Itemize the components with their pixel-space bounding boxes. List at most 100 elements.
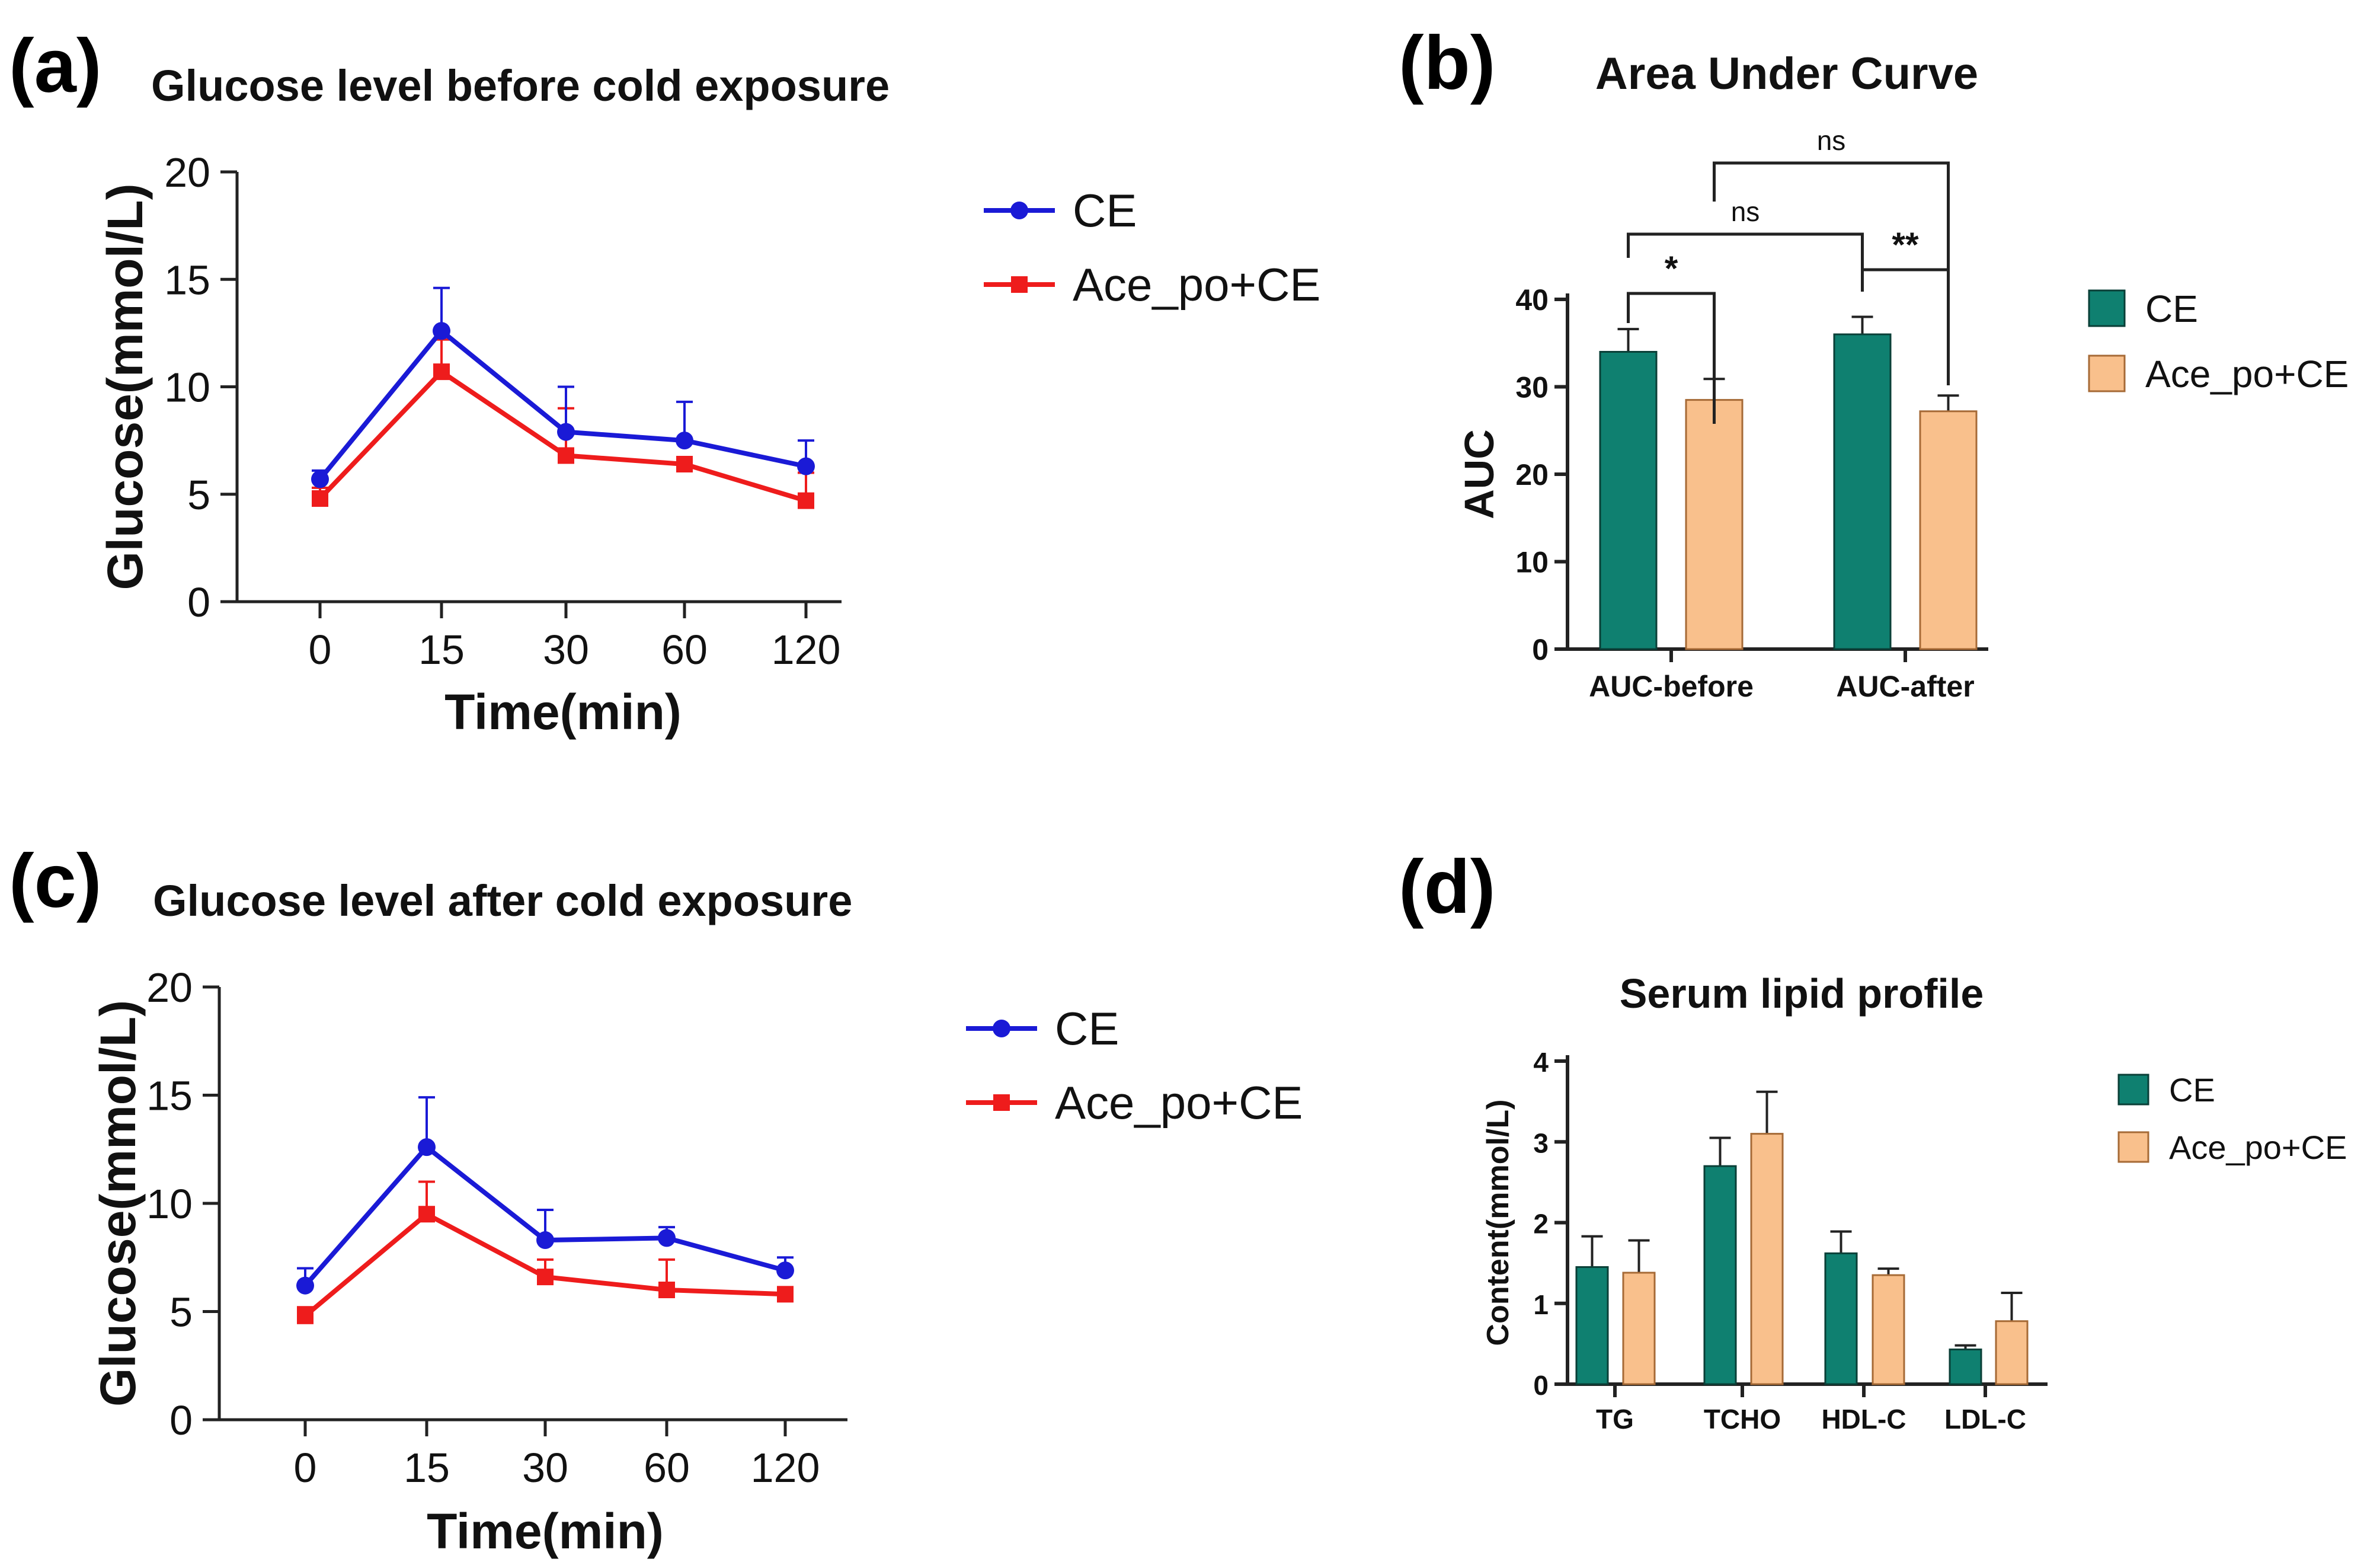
- y-tick-label: 15: [146, 1073, 193, 1119]
- bar-ace-po-ce-ldl-c: [1995, 1320, 2029, 1385]
- y-tick-label: 2: [1533, 1209, 1549, 1240]
- legend-label: CE: [2169, 1071, 2215, 1109]
- y-tick-label: 0: [1532, 633, 1549, 666]
- significance-label: *: [1665, 250, 1678, 288]
- legend-label: Ace_po+CE: [1073, 258, 1320, 311]
- significance-label: ns: [1731, 196, 1760, 227]
- chart-title: Serum lipid profile: [1620, 970, 1984, 1017]
- x-tick-label: LDL-C: [1944, 1404, 2026, 1435]
- data-point: [297, 1307, 314, 1324]
- legend: CE Ace_po+CE: [2117, 1071, 2347, 1166]
- data-point: [312, 490, 328, 507]
- y-tick-label: 5: [187, 472, 210, 518]
- significance-bracket: [1861, 268, 1950, 385]
- bar-ace-po-ce-tg: [1622, 1272, 1656, 1385]
- x-tick-label: HDL-C: [1821, 1404, 1906, 1435]
- x-tick-label: 0: [294, 1445, 317, 1491]
- y-tick-label: 4: [1533, 1047, 1549, 1078]
- data-point: [537, 1269, 554, 1286]
- x-tick-label: TCHO: [1704, 1404, 1781, 1435]
- legend-label: Ace_po+CE: [2169, 1129, 2347, 1166]
- bar-ce-tcho: [1703, 1165, 1737, 1385]
- y-tick-label: 0: [187, 579, 210, 625]
- y-tick-label: 10: [164, 365, 210, 411]
- data-point: [418, 1206, 435, 1223]
- y-tick-label: 10: [146, 1181, 193, 1227]
- panel-c-glucose-after: Glucose level after cold exposure 0 5 10 15 2…: [90, 876, 1303, 1559]
- x-axis-label: Time(min): [427, 1503, 664, 1559]
- data-point: [536, 1231, 554, 1250]
- bar-ce-tg: [1575, 1266, 1609, 1385]
- x-tick-label: AUC-after: [1836, 670, 1974, 703]
- significance-bracket: [1713, 161, 1950, 270]
- legend-swatch: [2088, 354, 2126, 392]
- y-axis-label: Content(mmol/L): [1481, 1100, 1515, 1346]
- significance-label: **: [1892, 226, 1919, 264]
- bar-ace-po-ce-auc-after: [1919, 410, 1978, 650]
- legend-label: Ace_po+CE: [2145, 353, 2349, 395]
- data-point: [658, 1282, 675, 1298]
- bar-ace-po-ce-tcho: [1750, 1133, 1784, 1385]
- panel-label-d: (d): [1399, 845, 1495, 929]
- significance-bracket: [1627, 292, 1716, 424]
- data-point: [797, 457, 815, 475]
- panel-label-a: (a): [9, 24, 101, 108]
- y-tick-label: 30: [1515, 371, 1549, 404]
- data-point: [658, 1229, 676, 1247]
- x-axis-label: Time(min): [444, 684, 682, 740]
- y-axis-label: AUC: [1456, 429, 1502, 519]
- data-point: [777, 1286, 794, 1303]
- data-point: [676, 432, 693, 450]
- y-tick-label: 20: [1515, 458, 1549, 491]
- x-tick-label: 120: [751, 1445, 820, 1491]
- panel-label-c: (c): [9, 839, 101, 924]
- x-tick-label: 15: [404, 1445, 450, 1491]
- bar-ace-po-ce-auc-before: [1685, 399, 1744, 650]
- legend: CE Ace_po+CE: [2088, 288, 2349, 395]
- data-point: [676, 456, 693, 472]
- chart-title: Glucose level after cold exposure: [153, 876, 852, 925]
- legend-marker: [1010, 202, 1028, 219]
- y-tick-label: 1: [1533, 1289, 1549, 1320]
- x-tick-label: 0: [309, 627, 332, 673]
- significance-bracket: [1627, 232, 1864, 274]
- x-tick-label: 60: [661, 627, 708, 673]
- x-tick-label: 30: [522, 1445, 568, 1491]
- y-tick-label: 0: [1533, 1370, 1549, 1401]
- y-axis-label: Glucose(mmol/L): [97, 183, 153, 590]
- panel-label-b: (b): [1399, 21, 1495, 106]
- y-tick-label: 3: [1533, 1127, 1549, 1158]
- significance-label: ns: [1817, 125, 1846, 156]
- legend: CE Ace_po+CE: [984, 184, 1320, 311]
- panel-d-lipid-profile: Serum lipid profile 0 1 2 3 4 TG TCHO HDL-C LDL-C…: [1481, 970, 2347, 1435]
- bar-ace-po-ce-hdl-c: [1872, 1274, 1905, 1385]
- x-tick-label: 15: [418, 627, 465, 673]
- y-tick-label: 15: [164, 257, 210, 303]
- data-point: [798, 492, 814, 509]
- bar-ce-auc-after: [1833, 333, 1892, 650]
- legend-label: Ace_po+CE: [1055, 1077, 1303, 1129]
- x-tick-label: TG: [1596, 1404, 1634, 1435]
- y-axis-label: Glucose(mmol/L): [90, 1000, 146, 1407]
- data-point: [433, 363, 450, 381]
- y-tick-label: 20: [164, 149, 210, 196]
- chart-title: Area Under Curve: [1595, 49, 1978, 99]
- panel-a-glucose-before: Glucose level before cold exposure 0 5 10 15…: [97, 61, 1320, 740]
- x-tick-label: 60: [644, 1445, 690, 1491]
- data-point: [296, 1276, 314, 1295]
- data-point: [558, 447, 574, 464]
- bar-ce-ldl-c: [1949, 1348, 1982, 1385]
- y-tick-label: 5: [169, 1289, 193, 1336]
- legend-label: CE: [1073, 184, 1137, 237]
- legend: CE Ace_po+CE: [966, 1002, 1303, 1129]
- x-tick-label: 120: [772, 627, 841, 673]
- chart-title: Glucose level before cold exposure: [151, 61, 890, 110]
- x-tick-label: AUC-before: [1589, 670, 1754, 703]
- data-point: [311, 470, 329, 488]
- legend-swatch: [2117, 1074, 2149, 1106]
- y-tick-label: 20: [146, 964, 193, 1011]
- legend-label: CE: [1055, 1002, 1119, 1055]
- data-point: [418, 1138, 436, 1157]
- data-point: [433, 322, 450, 340]
- legend-marker: [993, 1020, 1010, 1037]
